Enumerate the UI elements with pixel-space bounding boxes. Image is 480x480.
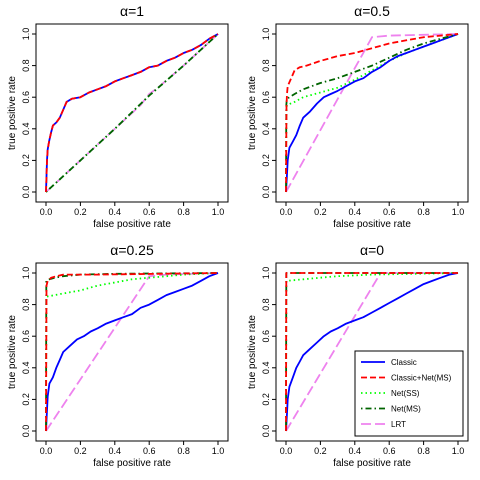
series-line-classic-net-ms	[45, 33, 219, 193]
y-tick-label: 0.0	[21, 186, 31, 199]
x-tick-label: 0.8	[417, 446, 430, 456]
x-tick-label: 0.0	[40, 207, 53, 217]
series-line-net-ms	[45, 33, 219, 193]
y-axis-label: true positive rate	[7, 315, 18, 389]
x-axis-label: false positive rate	[93, 458, 171, 469]
y-tick-label: 0.0	[261, 425, 271, 438]
plot-frame	[275, 23, 469, 203]
panel-3: α=0.25 0.0 0.2 0.4 0.6 0.8 1.0 0.0 0.2 0.4 0.6 0.8 1…	[7, 242, 229, 469]
x-tick-label: 0.4	[109, 446, 122, 456]
series-line-classic-net-ms	[285, 33, 459, 193]
legend-box	[354, 350, 464, 437]
x-tick-label: 0.4	[349, 446, 362, 456]
y-tick-label: 0.4	[261, 123, 271, 136]
x-tick-label: 0.4	[109, 207, 122, 217]
series-line-classic-net-ms	[285, 272, 458, 432]
series-line-classic	[45, 272, 219, 432]
y-tick-label: 0.4	[21, 123, 31, 136]
x-axis-label: false positive rate	[93, 219, 171, 230]
x-tick-label: 0.8	[177, 207, 190, 217]
x-tick-label: 1.0	[212, 446, 225, 456]
y-axis-label: true positive rate	[7, 76, 18, 150]
y-tick-label: 0.2	[261, 393, 271, 406]
legend-label: Classic	[391, 358, 417, 367]
x-axis-label: false positive rate	[333, 219, 411, 230]
y-tick-label: 0.6	[261, 330, 271, 343]
panel-title: α=0	[360, 242, 384, 258]
panel-2: α=0.5 0.0 0.2 0.4 0.6 0.8 1.0 0.0 0.2 0.4 0.6 0.8 1.…	[247, 3, 469, 230]
y-tick-label: 1.0	[21, 28, 31, 41]
y-tick-label: 0.8	[261, 298, 271, 311]
y-tick-label: 0.6	[21, 330, 31, 343]
series-line-net-ms	[45, 272, 219, 432]
series-line-classic	[285, 33, 459, 193]
legend: Classic Classic+Net(MS) Net(SS) Net(MS) LRT	[354, 350, 464, 437]
series-line-net-ms	[285, 33, 459, 193]
series-line-net-ss	[45, 272, 219, 432]
legend-label: Classic+Net(MS)	[391, 374, 452, 383]
x-tick-label: 1.0	[452, 207, 465, 217]
x-tick-label: 0.2	[314, 207, 327, 217]
x-tick-label: 0.6	[143, 207, 156, 217]
x-tick-label: 0.2	[314, 446, 327, 456]
y-tick-label: 0.2	[21, 393, 31, 406]
x-tick-label: 0.8	[177, 446, 190, 456]
plot-frame	[35, 23, 229, 203]
plot-frame	[275, 262, 469, 442]
x-tick-label: 0.8	[417, 207, 430, 217]
series-line-classic	[285, 272, 459, 432]
y-tick-label: 0.8	[21, 59, 31, 72]
panel-4: α=0 0.0 0.2 0.4 0.6 0.8 1.0 0.0 0.2 0.4 0.6 0.8 1.0 f…	[247, 242, 469, 469]
y-axis-label: true positive rate	[247, 76, 258, 150]
y-tick-label: 1.0	[21, 267, 31, 280]
y-tick-label: 0.2	[261, 154, 271, 167]
x-tick-label: 0.0	[40, 446, 53, 456]
panel-title: α=0.25	[110, 242, 154, 258]
x-axis-label: false positive rate	[333, 458, 411, 469]
x-tick-label: 0.0	[280, 207, 293, 217]
legend-label: Net(SS)	[391, 389, 420, 398]
y-tick-label: 0.4	[21, 362, 31, 375]
series-line-lrt	[285, 33, 459, 193]
x-tick-label: 1.0	[452, 446, 465, 456]
x-tick-label: 0.6	[383, 207, 396, 217]
legend-label: LRT	[391, 420, 406, 429]
x-tick-label: 0.6	[383, 446, 396, 456]
panel-title: α=1	[120, 3, 144, 19]
y-tick-label: 0.8	[21, 298, 31, 311]
y-tick-label: 1.0	[261, 28, 271, 41]
panel-1: α=1 0.0 0.2 0.4 0.6 0.8 1.0 0.0 0.2 0.4 0.6 0.8 1.0 f…	[7, 3, 229, 230]
series-line-lrt	[45, 272, 219, 432]
x-tick-label: 0.6	[143, 446, 156, 456]
series-line-lrt	[45, 33, 219, 193]
y-tick-label: 0.0	[261, 186, 271, 199]
series-line-net-ss	[285, 33, 459, 193]
legend-label: Net(MS)	[391, 405, 421, 414]
y-tick-label: 0.8	[261, 59, 271, 72]
y-tick-label: 0.6	[21, 91, 31, 104]
panel-title: α=0.5	[354, 3, 390, 19]
y-tick-label: 1.0	[261, 267, 271, 280]
y-tick-label: 0.0	[21, 425, 31, 438]
y-tick-label: 0.2	[21, 154, 31, 167]
y-tick-label: 0.6	[261, 91, 271, 104]
y-tick-label: 0.4	[261, 362, 271, 375]
plot-frame	[35, 262, 229, 442]
x-tick-label: 1.0	[212, 207, 225, 217]
y-axis-label: true positive rate	[247, 315, 258, 389]
x-tick-label: 0.2	[74, 446, 87, 456]
x-tick-label: 0.4	[349, 207, 362, 217]
x-tick-label: 0.0	[280, 446, 293, 456]
series-line-classic-net-ms	[45, 272, 219, 432]
x-tick-label: 0.2	[74, 207, 87, 217]
